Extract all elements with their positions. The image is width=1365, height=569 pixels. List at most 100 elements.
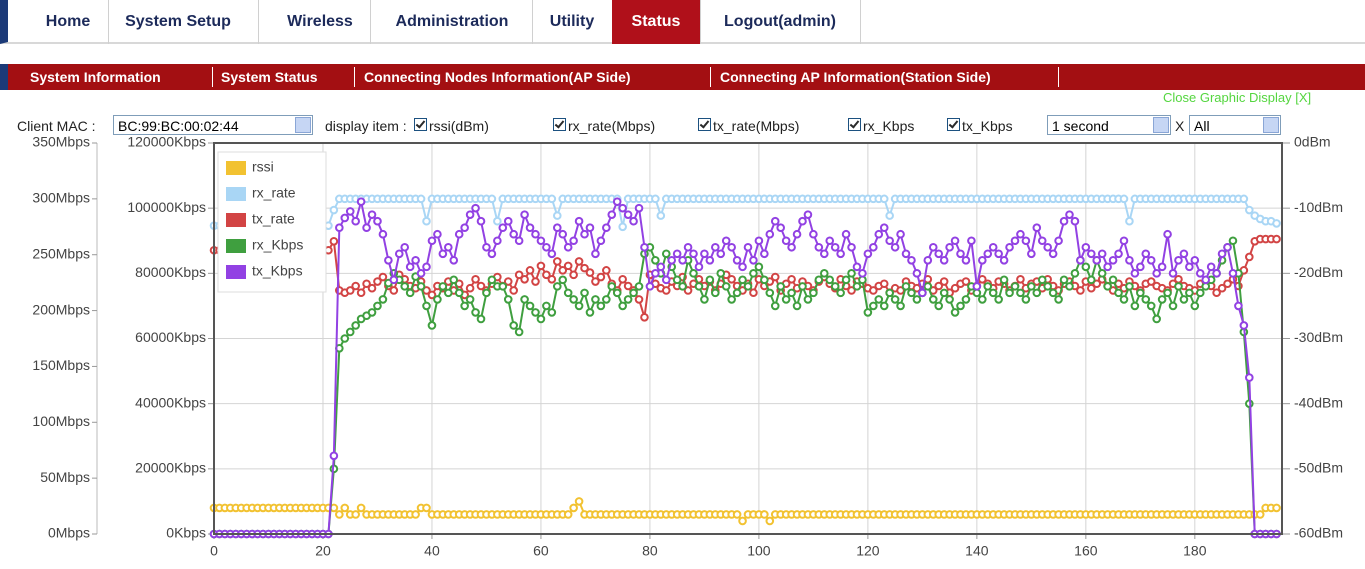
close-graphic-link[interactable]: Close Graphic Display [X] [1163, 90, 1312, 105]
data-point [591, 249, 600, 259]
data-point [384, 256, 393, 265]
sub-menu-link[interactable]: Connecting Nodes Information(AP Side) [364, 69, 631, 85]
data-point [901, 249, 911, 259]
nav-tab[interactable]: Logout(admin) [700, 0, 861, 44]
data-point [1016, 274, 1025, 284]
data-point [602, 295, 611, 304]
data-point [585, 268, 595, 277]
data-point [689, 269, 698, 278]
data-point [1174, 282, 1183, 291]
range-select[interactable]: All [1189, 115, 1281, 135]
data-point [465, 210, 475, 219]
checkbox[interactable] [414, 118, 427, 131]
data-point [1125, 256, 1134, 265]
data-point [694, 282, 704, 291]
nav-tab[interactable]: Wireless [270, 0, 371, 44]
data-point [520, 210, 529, 219]
data-point [607, 282, 617, 291]
data-point [487, 249, 497, 259]
data-point [885, 288, 894, 298]
data-point [542, 301, 551, 311]
data-point [798, 282, 807, 291]
data-point [705, 256, 715, 265]
nav-tab[interactable]: Home [28, 0, 109, 44]
data-point [591, 295, 600, 304]
data-point [683, 286, 693, 295]
sub-menu-link[interactable]: System Status [221, 69, 318, 85]
data-point [999, 256, 1009, 265]
y3-tick-label: 40000Kbps [135, 394, 206, 410]
data-point [422, 216, 431, 226]
data-point [956, 249, 965, 259]
data-point [732, 510, 742, 519]
data-point [378, 272, 388, 282]
data-point [612, 197, 622, 206]
data-point [961, 295, 971, 304]
y-tick-label: 100Mbps [32, 413, 90, 429]
checkbox[interactable] [947, 118, 960, 131]
data-point [482, 288, 491, 298]
data-point [661, 286, 671, 295]
data-point [362, 279, 371, 289]
data-point [836, 288, 845, 298]
data-point [1130, 269, 1140, 278]
data-point [743, 242, 753, 252]
data-point [651, 194, 660, 204]
data-point [983, 282, 993, 291]
data-point [950, 283, 960, 293]
data-point [634, 203, 644, 213]
checkbox[interactable] [553, 118, 566, 131]
data-point [1119, 295, 1129, 304]
data-point [340, 503, 350, 513]
sub-menu-link[interactable]: System Information [30, 69, 161, 85]
data-point [444, 242, 453, 252]
data-point [618, 203, 627, 213]
data-point [433, 229, 442, 239]
data-point [1048, 288, 1058, 298]
legend-label: rssi [252, 159, 274, 175]
data-point [558, 229, 568, 239]
data-point [869, 286, 878, 295]
data-point [542, 242, 551, 252]
data-point [721, 236, 731, 246]
nav-tab[interactable]: System Setup [98, 0, 259, 44]
y2-tick-label: -40dBm [1294, 394, 1343, 410]
client-mac-select[interactable]: BC:99:BC:00:02:44 [113, 115, 313, 135]
plot-border [213, 142, 1283, 535]
data-point [569, 236, 578, 246]
data-point [994, 295, 1003, 304]
data-point [661, 249, 671, 259]
data-point [672, 275, 682, 285]
data-point [874, 229, 884, 239]
data-point [890, 295, 900, 304]
data-point [988, 288, 998, 298]
data-point [476, 216, 486, 226]
data-point [749, 256, 758, 265]
data-point [934, 249, 944, 259]
nav-tab[interactable]: Status [612, 0, 701, 44]
data-point [465, 295, 475, 304]
data-point [1016, 288, 1025, 298]
data-point [367, 308, 377, 317]
y2-tick-label: -30dBm [1294, 329, 1343, 345]
data-point [634, 282, 644, 291]
data-point [558, 266, 568, 275]
data-point [498, 223, 508, 233]
checkbox[interactable] [698, 118, 711, 131]
data-point [907, 256, 916, 265]
checkbox[interactable] [848, 118, 861, 131]
data-point [493, 216, 502, 226]
data-point [454, 229, 464, 239]
data-point [574, 257, 584, 266]
data-point [749, 288, 758, 297]
sub-menu-link[interactable]: Connecting AP Information(Station Side) [720, 69, 991, 85]
data-point [803, 210, 813, 219]
data-point [847, 242, 856, 252]
interval-select[interactable]: 1 second [1047, 115, 1171, 135]
data-point [1065, 210, 1074, 219]
data-point [1174, 256, 1183, 265]
data-point [896, 301, 905, 311]
data-point [814, 242, 824, 252]
nav-tab[interactable]: Administration [372, 0, 533, 44]
data-point [847, 286, 856, 295]
